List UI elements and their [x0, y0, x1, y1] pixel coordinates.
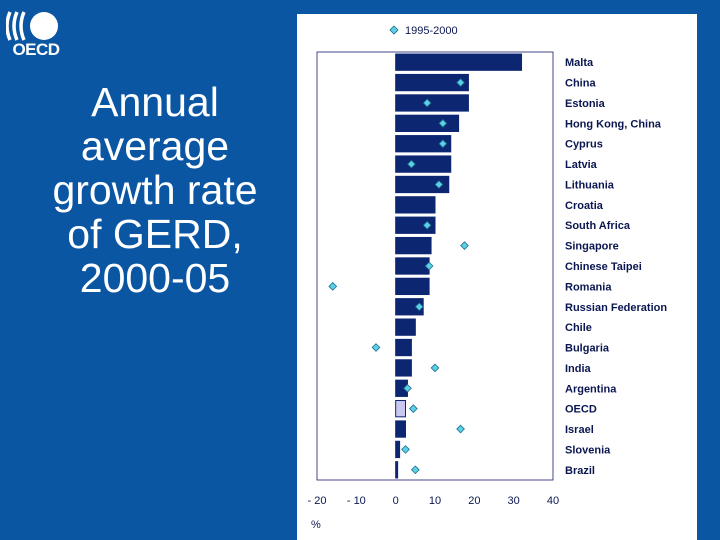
marker-2	[422, 98, 432, 108]
category-label-8: South Africa	[565, 220, 631, 232]
legend-marker-icon	[389, 25, 399, 35]
chart-panel: Malta China Estonia Hong Kong, China Cyprus L…	[297, 14, 697, 540]
bar-2	[395, 94, 469, 112]
category-label-2: Estonia	[565, 98, 606, 110]
category-label-5: Latvia	[565, 159, 598, 171]
bar-7	[395, 196, 436, 214]
x-tick-label-4: 20	[468, 495, 480, 507]
category-label-11: Romania	[565, 281, 612, 293]
bar-15	[395, 359, 412, 377]
bar-13	[395, 318, 416, 336]
marker-10	[424, 261, 434, 271]
bar-4	[395, 135, 452, 153]
x-unit-label: %	[311, 519, 321, 531]
marker-8	[422, 220, 432, 230]
category-label-6: Lithuania	[565, 179, 615, 191]
oecd-logo	[5, 8, 66, 64]
marker-18	[456, 424, 465, 434]
bar-9	[395, 236, 432, 255]
category-label-17: OECD	[565, 404, 597, 416]
category-label-3: Hong Kong, China	[565, 118, 662, 130]
category-label-1: China	[565, 78, 596, 90]
marker-1	[456, 78, 465, 87]
gerd-growth-chart: Malta China Estonia Hong Kong, China Cyprus L…	[308, 25, 668, 531]
legend-label: 1995-2000	[405, 25, 458, 37]
oecd-logo-mark-icon	[5, 11, 58, 41]
x-tick-label-6: 40	[547, 495, 559, 507]
bar-6	[395, 175, 450, 194]
bar-10	[395, 257, 430, 275]
x-tick-label-5: 30	[508, 495, 520, 507]
category-label-15: India	[565, 363, 592, 375]
category-label-9: Singapore	[565, 241, 619, 253]
marker-6	[434, 180, 444, 189]
bar-14	[395, 338, 412, 357]
category-label-14: Bulgaria	[565, 343, 610, 355]
marker-4	[438, 139, 448, 149]
bar-20	[395, 461, 399, 479]
bar-1	[395, 73, 469, 92]
bar-3	[395, 114, 460, 132]
x-tick-label-0: - 20	[308, 495, 327, 507]
marker-3	[438, 118, 448, 128]
marker-5	[407, 159, 416, 169]
marker-17	[409, 404, 418, 414]
x-tick-label-1: - 10	[347, 495, 366, 507]
bar-8	[395, 216, 436, 234]
marker-16	[403, 383, 412, 393]
category-label-7: Croatia	[565, 200, 604, 212]
plot-area-frame	[316, 51, 554, 481]
marker-9	[460, 241, 469, 250]
marker-12	[414, 302, 424, 312]
bar-17	[395, 400, 406, 418]
bar-11	[395, 277, 430, 296]
bar-18	[395, 420, 406, 438]
category-label-16: Argentina	[565, 383, 617, 395]
marker-14	[371, 343, 381, 352]
x-tick-label-2: 0	[393, 495, 399, 507]
marker-11	[328, 282, 338, 291]
category-label-18: Israel	[565, 424, 594, 436]
slide-title: Annual average growth rate of GERD, 2000…	[52, 79, 258, 301]
marker-20	[410, 465, 420, 475]
category-label-4: Cyprus	[565, 139, 603, 151]
bar-0	[395, 53, 523, 71]
category-label-0: Malta	[565, 57, 594, 69]
category-label-10: Chinese Taipei	[565, 261, 642, 273]
category-label-20: Brazil	[565, 465, 595, 477]
marker-19	[401, 445, 410, 454]
bar-5	[395, 155, 452, 173]
x-tick-label-3: 10	[429, 495, 441, 507]
marker-15	[430, 363, 440, 373]
category-label-12: Russian Federation	[565, 302, 667, 314]
category-label-19: Slovenia	[565, 444, 611, 456]
category-label-13: Chile	[565, 322, 592, 334]
bar-19	[395, 440, 401, 459]
oecd-logo-text: OECD	[12, 40, 60, 59]
